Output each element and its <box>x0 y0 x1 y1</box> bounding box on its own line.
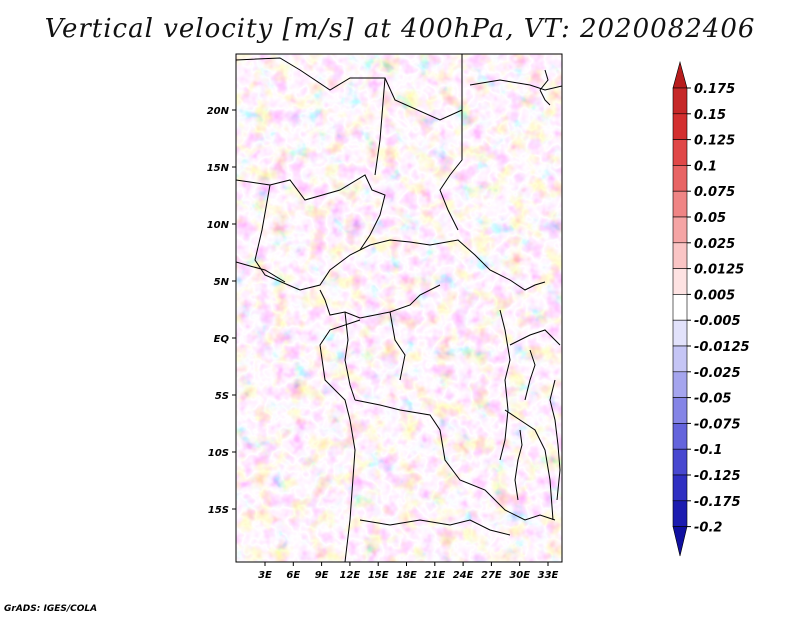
lat-tick-label: 20N <box>207 106 230 117</box>
colorbar-segment <box>672 345 688 373</box>
colorbar-label: -0.175 <box>694 495 741 510</box>
colorbar-segment <box>672 87 688 115</box>
colorbar-segment <box>672 474 688 502</box>
colorbar-label: 0.005 <box>694 288 735 303</box>
colorbar-label: -0.0125 <box>694 340 750 355</box>
colorbar-label: -0.075 <box>694 417 741 432</box>
lat-tick-label: 10S <box>208 448 229 459</box>
lon-tick-label: 33E <box>538 570 559 581</box>
colorbar-label: 0.075 <box>694 185 735 200</box>
colorbar-segment <box>672 526 688 557</box>
lon-tick-label: 9E <box>315 570 329 581</box>
lat-tick-label: 10N <box>207 220 230 231</box>
lon-tick-label: 15E <box>368 570 389 581</box>
lon-tick-label: 24E <box>453 570 474 581</box>
colorbar-segment <box>672 423 688 450</box>
colorbar-label: -0.005 <box>694 314 741 329</box>
colorbar-label: 0.175 <box>694 82 735 97</box>
colorbar: 0.175 0.15 0.125 0.1 0.075 0.05 0.025 0.0125 0.0… <box>672 60 750 557</box>
colorbar-label: -0.125 <box>694 469 741 484</box>
colorbar-label: -0.05 <box>694 392 731 407</box>
lon-tick-label: 3E <box>258 570 272 581</box>
lon-tick-label: 30E <box>509 570 530 581</box>
colorbar-segment <box>672 60 688 89</box>
lon-tick-label: 21E <box>424 570 445 581</box>
colorbar-segment <box>672 294 688 321</box>
colorbar-segment <box>672 165 688 192</box>
lon-tick-label: 27E <box>481 570 502 581</box>
lon-tick-label: 12E <box>340 570 361 581</box>
map-frame <box>235 53 563 563</box>
colorbar-label: 0.025 <box>694 237 735 252</box>
colorbar-segment <box>672 139 688 166</box>
colorbar-segment <box>672 113 688 140</box>
colorbar-segment <box>672 216 688 244</box>
lon-tick-label: 6E <box>286 570 300 581</box>
lat-tick-label: EQ <box>214 334 230 345</box>
lat-tick-label: 15S <box>208 505 229 516</box>
colorbar-segment <box>672 371 688 398</box>
colorbar-label: -0.025 <box>694 366 741 381</box>
colorbar-segment <box>672 242 688 269</box>
colorbar-label: 0.0125 <box>694 263 744 278</box>
latitude-axis: 20N 15N 10N 5N EQ 5S 10S 15S <box>207 106 236 516</box>
colorbar-segment <box>672 268 688 295</box>
vertical-velocity-field <box>236 54 562 562</box>
colorbar-label: 0.15 <box>694 108 726 123</box>
country-borders <box>236 54 562 562</box>
longitude-axis: 3E 6E 9E 12E 15E 18E 21E 24E 27E 30E 33E <box>258 562 559 581</box>
grads-credit: GrADS: IGES/COLA <box>4 604 98 614</box>
colorbar-segment <box>672 319 688 347</box>
lat-tick-label: 15N <box>207 163 230 174</box>
colorbar-segment <box>672 448 688 476</box>
colorbar-segment <box>672 397 688 424</box>
map-title: Vertical velocity [m/s] at 400hPa, VT: 2… <box>44 14 756 44</box>
colorbar-segment <box>672 500 688 527</box>
colorbar-label: 0.05 <box>694 211 726 226</box>
lon-tick-label: 18E <box>396 570 417 581</box>
colorbar-label: 0.1 <box>694 159 717 174</box>
colorbar-label: 0.125 <box>694 134 735 149</box>
colorbar-segment <box>672 190 688 218</box>
colorbar-label: -0.1 <box>694 443 722 458</box>
lat-tick-label: 5S <box>215 391 229 402</box>
lat-tick-label: 5N <box>214 277 230 288</box>
colorbar-label: -0.2 <box>694 521 722 536</box>
